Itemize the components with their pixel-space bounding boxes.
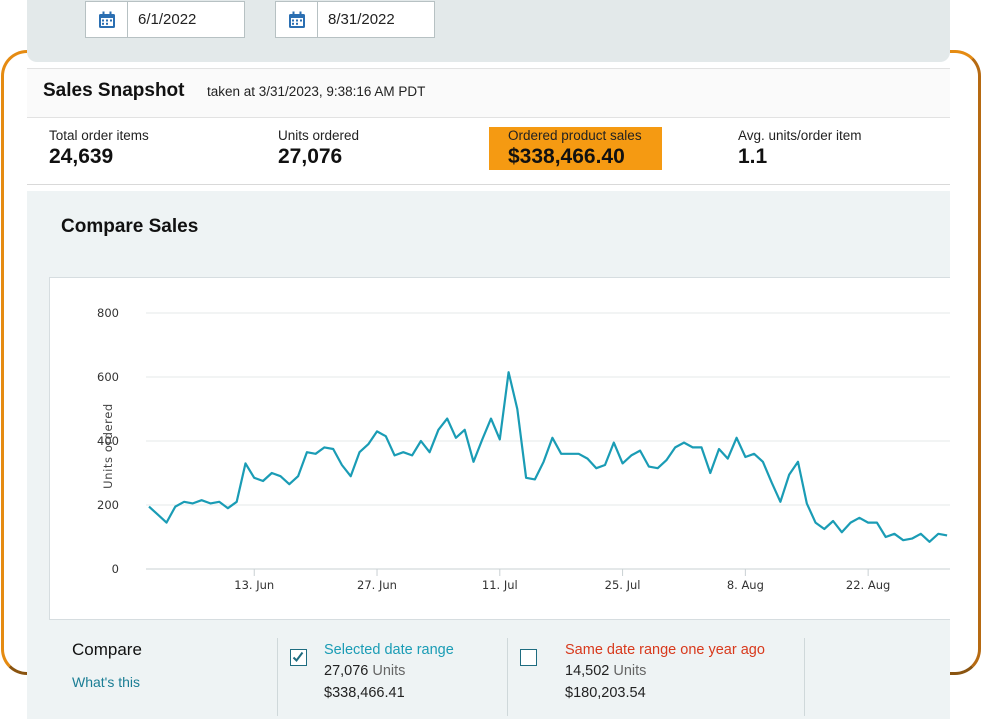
compare-label: Compare	[72, 640, 142, 659]
metric-ordered-product-sales: Ordered product sales $338,466.40	[489, 127, 662, 170]
metric-avg-units-per-item: Avg. units/order item 1.1	[738, 128, 862, 170]
sales-dashboard-panel: 6/1/2022 8/31/2022 Sales Snapshot taken …	[27, 0, 950, 719]
end-date-field[interactable]: 8/31/2022	[275, 1, 435, 38]
chart-container: 0 200 400 600 800 13. Jun 27. Jun 11. Jul 25. Ju…	[49, 277, 950, 620]
compare-sales-section: Compare Sales 0 200 400 600 800 13. Jun 27. Ju…	[27, 191, 950, 719]
selected-range-sales: $338,466.41	[324, 685, 405, 701]
x-tick-label: 22. Aug	[846, 578, 890, 592]
whats-this-link[interactable]: What's this	[72, 674, 141, 690]
date-filter-bar: 6/1/2022 8/31/2022	[27, 0, 950, 62]
y-axis-label: Units ordered	[101, 403, 115, 489]
metric-label: Avg. units/order item	[738, 128, 862, 143]
last-year-sales: $180,203.54	[565, 685, 646, 701]
last-year-label[interactable]: Same date range one year ago	[565, 642, 765, 658]
units-ordered-line-chart: 0 200 400 600 800 13. Jun 27. Jun 11. Jul 25. Ju…	[97, 306, 950, 592]
checkmark-icon	[292, 651, 304, 663]
units-word: Units	[613, 663, 647, 679]
x-tick-label: 25. Jul	[605, 578, 641, 592]
metric-value: $338,466.40	[508, 145, 625, 168]
selected-range-units: 27,076 Units	[324, 663, 405, 679]
x-tick-label: 11. Jul	[482, 578, 518, 592]
start-date-value[interactable]: 6/1/2022	[138, 11, 197, 28]
units-value: 14,502	[565, 663, 610, 679]
legend-divider	[507, 638, 508, 716]
snapshot-timestamp: taken at 3/31/2023, 9:38:16 AM PDT	[207, 84, 426, 99]
sales-snapshot-header: Sales Snapshot taken at 3/31/2023, 9:38:…	[27, 68, 950, 118]
last-year-checkbox[interactable]	[520, 649, 537, 666]
section-divider	[27, 184, 950, 185]
snapshot-title: Sales Snapshot	[43, 80, 185, 101]
y-tick-label: 800	[97, 306, 119, 320]
calendar-icon[interactable]	[276, 2, 318, 37]
x-tick-label: 8. Aug	[727, 578, 764, 592]
metric-label: Ordered product sales	[508, 128, 642, 143]
metric-total-order-items: Total order items 24,639	[49, 128, 149, 170]
metric-value: 27,076	[278, 145, 343, 168]
metric-value: 1.1	[738, 145, 768, 168]
legend-divider	[277, 638, 278, 716]
units-value: 27,076	[324, 663, 369, 679]
compare-legend: Compare What's this Selected date range …	[27, 632, 950, 719]
metric-label: Units ordered	[278, 128, 360, 143]
legend-divider	[804, 638, 805, 716]
end-date-value[interactable]: 8/31/2022	[328, 11, 395, 28]
selected-range-checkbox[interactable]	[290, 649, 307, 666]
metric-units-ordered: Units ordered 27,076	[278, 128, 359, 170]
y-tick-label: 200	[97, 498, 119, 512]
selected-range-label[interactable]: Selected date range	[324, 642, 454, 658]
y-tick-label: 600	[97, 370, 119, 384]
metric-label: Total order items	[49, 128, 149, 143]
start-date-field[interactable]: 6/1/2022	[85, 1, 245, 38]
x-tick-label: 13. Jun	[234, 578, 274, 592]
last-year-units: 14,502 Units	[565, 663, 646, 679]
metric-value: 24,639	[49, 145, 114, 168]
y-tick-label: 400	[97, 434, 119, 448]
y-tick-label: 0	[112, 562, 119, 576]
series-line	[148, 371, 948, 543]
units-word: Units	[372, 663, 406, 679]
compare-sales-title: Compare Sales	[61, 216, 199, 237]
x-tick-label: 27. Jun	[357, 578, 397, 592]
calendar-icon[interactable]	[86, 2, 128, 37]
